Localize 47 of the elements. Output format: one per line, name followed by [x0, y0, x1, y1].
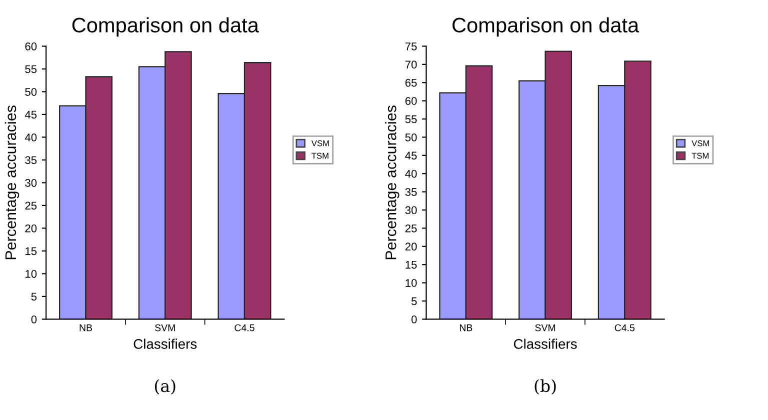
y-tick-label: 45	[24, 110, 37, 119]
y-tick-label: 15	[26, 247, 37, 256]
y-tick-label: 55	[25, 65, 37, 74]
x-tick-label: SVM	[155, 324, 175, 332]
y-tick-label: 75	[405, 42, 417, 50]
y-tick-label: 10	[406, 279, 417, 287]
x-tick-label: NB	[80, 324, 92, 332]
y-tick-label: 15	[406, 260, 417, 269]
x-axis-title: Classifiers	[134, 338, 197, 349]
x-axis-title: Classifiers	[514, 338, 577, 349]
chart-title: Comparison on data	[72, 17, 259, 37]
y-tick-label: 0	[411, 315, 417, 324]
legend-label: VSM	[311, 140, 329, 146]
legend-label: TSM	[692, 152, 708, 159]
y-tick-label: 55	[405, 115, 417, 124]
y-tick-label: 35	[25, 156, 37, 164]
y-tick-label: 50	[25, 88, 37, 96]
y-tick-label: 20	[25, 224, 37, 232]
y-tick-label: 5	[411, 297, 417, 306]
y-tick-label: 40	[24, 133, 37, 142]
y-axis-title: Percentage accuracies	[4, 106, 20, 260]
legend-label: VSM	[692, 140, 709, 146]
y-axis-title: Percentage accuracies	[385, 106, 400, 260]
y-tick-label: 60	[25, 42, 37, 50]
legend-label: TSM	[312, 152, 328, 159]
y-tick-label: 10	[26, 270, 37, 278]
y-tick-label: 70	[405, 60, 417, 69]
y-tick-label: 40	[405, 170, 417, 178]
y-tick-label: 30	[405, 206, 417, 214]
y-tick-label: 30	[25, 178, 37, 187]
y-tick-label: 60	[405, 97, 417, 105]
y-tick-label: 45	[405, 152, 417, 160]
y-tick-label: 0	[31, 315, 37, 324]
text: (b)	[534, 379, 556, 395]
y-tick-label: 20	[405, 242, 417, 251]
y-tick-label: 25	[25, 202, 37, 210]
x-tick-label: C4.5	[234, 324, 254, 332]
y-tick-label: 65	[405, 78, 417, 87]
x-tick-label: C4.5	[614, 324, 634, 332]
text: (a)	[154, 379, 176, 395]
y-tick-label: 25	[405, 224, 417, 232]
y-tick-label: 5	[31, 292, 37, 301]
y-tick-label: 50	[405, 133, 417, 142]
x-tick-label: NB	[460, 324, 472, 332]
x-tick-label: SVM	[535, 324, 556, 332]
chart-title: Comparison on data	[452, 17, 640, 37]
y-tick-label: 35	[405, 188, 417, 196]
